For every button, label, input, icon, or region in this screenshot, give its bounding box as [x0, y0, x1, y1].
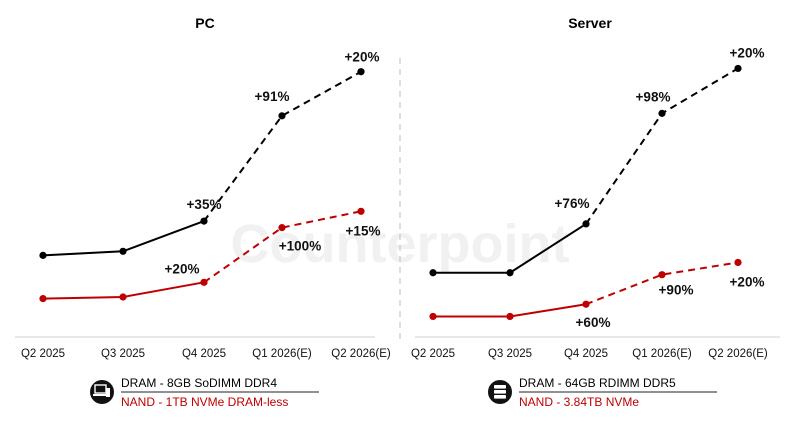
- data-point: [734, 64, 742, 73]
- data-label: +98%: [636, 89, 671, 104]
- legend-item-nand: NAND - 1TB NVMe DRAM-less: [121, 395, 288, 409]
- x-tick-label: Q3 2025: [101, 348, 145, 360]
- data-point: [429, 312, 437, 321]
- data-label: +35%: [187, 197, 222, 212]
- data-point: [582, 220, 590, 228]
- x-tick-label: Q2 2025: [411, 348, 455, 360]
- series-line-projected: [203, 210, 362, 284]
- data-label: +20%: [165, 261, 200, 276]
- x-tick-label: Q2 2026(E): [331, 348, 391, 360]
- data-point: [39, 295, 47, 303]
- legend-item-dram: DRAM - 8GB SoDIMM DDR4: [121, 376, 277, 390]
- data-point: [278, 224, 286, 232]
- legend-item-nand: NAND - 3.84TB NVMe: [519, 395, 639, 409]
- data-point: [429, 269, 437, 277]
- chart-title: Server: [568, 15, 612, 31]
- x-tick-label: Q1 2026(E): [252, 348, 312, 360]
- data-label: +15%: [346, 223, 381, 238]
- data-label: +20%: [345, 50, 380, 65]
- data-point: [278, 112, 286, 120]
- data-label: +20%: [730, 274, 765, 289]
- data-point: [119, 247, 127, 255]
- x-tick-label: Q2 2026(E): [708, 348, 768, 360]
- x-tick-label: Q4 2025: [564, 348, 608, 360]
- data-label: +100%: [279, 239, 321, 254]
- data-point: [39, 251, 47, 259]
- data-label: +60%: [576, 315, 611, 330]
- data-point: [200, 217, 208, 225]
- data-point: [119, 293, 127, 301]
- data-label: +90%: [659, 283, 694, 298]
- data-point: [506, 269, 514, 277]
- data-point: [506, 312, 514, 321]
- data-point: [734, 258, 742, 267]
- legend: DRAM - 64GB RDIMM DDR5 NAND - 3.84TB NVMe: [488, 376, 717, 409]
- x-tick-label: Q3 2025: [488, 348, 532, 360]
- chart-title: PC: [195, 15, 214, 31]
- data-point: [200, 278, 208, 286]
- data-point: [658, 109, 666, 117]
- legend: DRAM - 8GB SoDIMM DDR4 NAND - 1TB NVMe DR…: [90, 376, 319, 409]
- data-point: [357, 207, 365, 215]
- chart-server: Server Q2 2025 Q3 2025 Q4 2025 Q1 2026(E) Q2 …: [411, 15, 780, 409]
- x-tick-label: Q1 2026(E): [632, 348, 692, 360]
- data-label: +20%: [730, 45, 765, 60]
- data-point: [357, 68, 365, 76]
- series-line-projected: [585, 261, 739, 306]
- chart-pc: PC Q2 2025 Q3 2025 Q4 2025 Q1 2026(E) Q2 2026…: [15, 15, 391, 409]
- data-point: [582, 300, 590, 308]
- laptop-icon: [90, 380, 114, 404]
- legend-item-dram: DRAM - 64GB RDIMM DDR5: [519, 376, 676, 390]
- x-tick-label: Q4 2025: [182, 348, 226, 360]
- data-point: [658, 271, 666, 279]
- server-icon: [488, 380, 512, 404]
- data-label: +76%: [555, 196, 590, 211]
- x-tick-label: Q2 2025: [21, 348, 65, 360]
- data-label: +91%: [255, 89, 290, 104]
